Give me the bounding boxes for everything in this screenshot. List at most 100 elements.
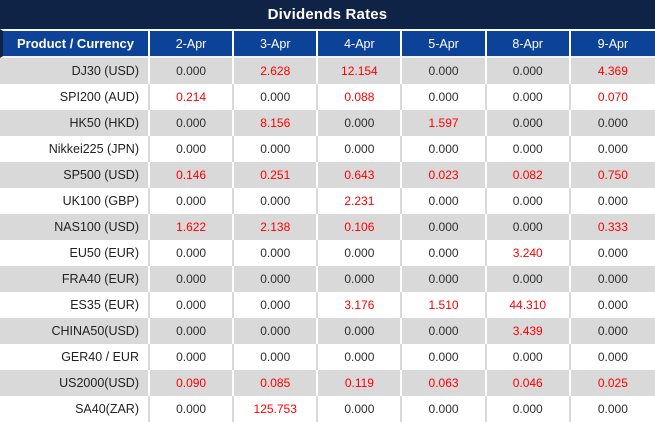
- value-cell: 0.000: [234, 318, 319, 344]
- value-cell: 0.000: [234, 240, 319, 266]
- value-cell: 2.231: [318, 188, 403, 214]
- value-cell: 0.000: [402, 266, 487, 292]
- table-row: Nikkei225 (JPN) 0.000 0.000 0.000 0.000 0.00…: [0, 136, 655, 162]
- table-row: NAS100 (USD) 1.622 2.138 0.106 0.000 0.000 0.…: [0, 214, 655, 240]
- value-cell: 0.090: [150, 370, 235, 396]
- table-header-row: Product / Currency 2-Apr 3-Apr 4-Apr 5-A…: [0, 29, 655, 58]
- value-cell: 0.000: [318, 136, 403, 162]
- value-cell: 0.000: [318, 266, 403, 292]
- product-cell: SP500 (USD): [0, 162, 150, 188]
- product-cell: HK50 (HKD): [0, 110, 150, 136]
- value-cell: 0.000: [402, 58, 487, 84]
- table-row: CHINA50(USD) 0.000 0.000 0.000 0.000 3.439 0.…: [0, 318, 655, 344]
- value-cell: 0.000: [486, 396, 571, 422]
- value-cell: 2.628: [234, 58, 319, 84]
- value-cell: 0.000: [318, 240, 403, 266]
- value-cell: 3.240: [486, 240, 571, 266]
- value-cell: 0.000: [486, 58, 571, 84]
- table-row: SP500 (USD) 0.146 0.251 0.643 0.023 0.082 0.7…: [0, 162, 655, 188]
- product-cell: FRA40 (EUR): [0, 266, 150, 292]
- value-cell: 1.622: [150, 214, 235, 240]
- value-cell: 0.750: [570, 162, 655, 188]
- value-cell: 0.000: [318, 318, 403, 344]
- title-bar: Dividends Rates: [0, 0, 655, 29]
- value-cell: 0.063: [402, 370, 487, 396]
- product-cell: CHINA50(USD): [0, 318, 150, 344]
- value-cell: 0.214: [150, 84, 235, 110]
- value-cell: 0.000: [570, 136, 655, 162]
- value-cell: 0.000: [570, 318, 655, 344]
- value-cell: 0.000: [570, 266, 655, 292]
- product-cell: US2000(USD): [0, 370, 150, 396]
- value-cell: 0.000: [570, 344, 655, 370]
- value-cell: 0.000: [234, 136, 319, 162]
- product-currency-column-header: Product / Currency: [0, 29, 150, 58]
- dividends-rates-table: Product / Currency 2-Apr 3-Apr 4-Apr 5-A…: [0, 29, 655, 422]
- value-cell: 0.333: [570, 214, 655, 240]
- value-cell: 0.000: [402, 84, 487, 110]
- date-column-header: 2-Apr: [150, 29, 235, 58]
- value-cell: 0.000: [318, 396, 403, 422]
- value-cell: 0.000: [150, 188, 235, 214]
- value-cell: 0.000: [402, 240, 487, 266]
- value-cell: 0.000: [570, 396, 655, 422]
- value-cell: 0.000: [402, 344, 487, 370]
- value-cell: 0.070: [570, 84, 655, 110]
- table-row: ES35 (EUR) 0.000 0.000 3.176 1.510 44.310 0.0…: [0, 292, 655, 318]
- value-cell: 0.000: [570, 292, 655, 318]
- value-cell: 0.000: [570, 240, 655, 266]
- product-cell: UK100 (GBP): [0, 188, 150, 214]
- product-cell: ES35 (EUR): [0, 292, 150, 318]
- table-row: US2000(USD) 0.090 0.085 0.119 0.063 0.046 0.0…: [0, 370, 655, 396]
- table-row: HK50 (HKD) 0.000 8.156 0.000 1.597 0.000 0.00…: [0, 110, 655, 136]
- value-cell: 0.000: [234, 84, 319, 110]
- value-cell: 0.000: [402, 396, 487, 422]
- value-cell: 0.251: [234, 162, 319, 188]
- table-row: EU50 (EUR) 0.000 0.000 0.000 0.000 3.240 0.00…: [0, 240, 655, 266]
- value-cell: 0.000: [402, 318, 487, 344]
- date-column-header: 5-Apr: [402, 29, 487, 58]
- date-column-header: 3-Apr: [234, 29, 319, 58]
- value-cell: 0.000: [150, 292, 235, 318]
- value-cell: 0.000: [150, 266, 235, 292]
- date-column-header: 8-Apr: [486, 29, 571, 58]
- value-cell: 0.000: [486, 136, 571, 162]
- value-cell: 0.000: [150, 110, 235, 136]
- value-cell: 0.000: [486, 266, 571, 292]
- value-cell: 0.025: [570, 370, 655, 396]
- value-cell: 12.154: [318, 58, 403, 84]
- value-cell: 0.000: [150, 58, 235, 84]
- table-row: DJ30 (USD) 0.000 2.628 12.154 0.000 0.000 4.3…: [0, 58, 655, 84]
- value-cell: 0.146: [150, 162, 235, 188]
- table-row: GER40 / EUR 0.000 0.000 0.000 0.000 0.000 0.0…: [0, 344, 655, 370]
- product-cell: GER40 / EUR: [0, 344, 150, 370]
- value-cell: 8.156: [234, 110, 319, 136]
- value-cell: 0.000: [234, 344, 319, 370]
- value-cell: 3.439: [486, 318, 571, 344]
- table-row: SA40(ZAR) 0.000 125.753 0.000 0.000 0.000 0.0…: [0, 396, 655, 422]
- value-cell: 0.000: [150, 318, 235, 344]
- value-cell: 0.046: [486, 370, 571, 396]
- table-row: SPI200 (AUD) 0.214 0.000 0.088 0.000 0.000 0.…: [0, 84, 655, 110]
- value-cell: 0.000: [234, 292, 319, 318]
- value-cell: 0.000: [150, 136, 235, 162]
- value-cell: 0.000: [402, 136, 487, 162]
- value-cell: 0.643: [318, 162, 403, 188]
- value-cell: 0.000: [150, 240, 235, 266]
- date-column-header: 4-Apr: [318, 29, 403, 58]
- value-cell: 1.510: [402, 292, 487, 318]
- value-cell: 0.000: [486, 110, 571, 136]
- value-cell: 0.000: [486, 84, 571, 110]
- product-cell: SA40(ZAR): [0, 396, 150, 422]
- value-cell: 0.000: [570, 188, 655, 214]
- value-cell: 0.000: [318, 344, 403, 370]
- value-cell: 0.000: [570, 110, 655, 136]
- value-cell: 0.000: [150, 396, 235, 422]
- table-row: FRA40 (EUR) 0.000 0.000 0.000 0.000 0.000 0.0…: [0, 266, 655, 292]
- product-cell: Nikkei225 (JPN): [0, 136, 150, 162]
- value-cell: 0.000: [234, 266, 319, 292]
- value-cell: 0.023: [402, 162, 487, 188]
- value-cell: 0.000: [234, 188, 319, 214]
- value-cell: 0.000: [402, 214, 487, 240]
- value-cell: 0.085: [234, 370, 319, 396]
